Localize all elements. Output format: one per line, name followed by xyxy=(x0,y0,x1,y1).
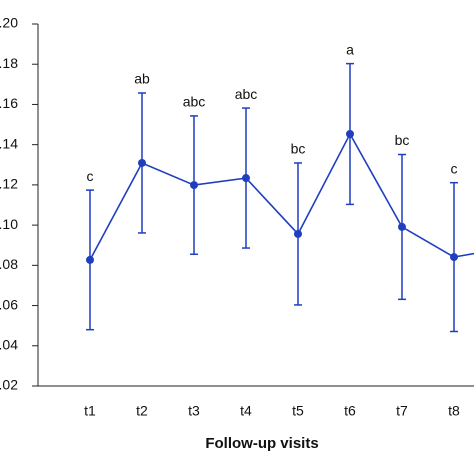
point xyxy=(346,130,354,139)
x-tick-label: t2 xyxy=(136,403,148,419)
x-tick-label: t6 xyxy=(344,403,356,419)
x-axis-label: Follow-up visits xyxy=(205,435,318,452)
y-tick-label: .16 xyxy=(0,95,18,111)
x-tick-label: t3 xyxy=(188,403,200,419)
y-tick-label: .08 xyxy=(0,256,18,272)
y-tick-label: .20 xyxy=(0,15,18,31)
y-tick-label: .04 xyxy=(0,336,18,352)
significance-letter: bc xyxy=(291,141,306,157)
significance-letter: c xyxy=(451,160,458,176)
y-tick-label: .06 xyxy=(0,296,18,312)
x-tick-label: t1 xyxy=(84,403,96,419)
significance-letter: c xyxy=(87,168,94,184)
x-tick-label: t5 xyxy=(292,403,304,419)
y-tick-label: .02 xyxy=(0,377,18,393)
y-tick-label: .12 xyxy=(0,176,18,192)
point xyxy=(242,174,250,183)
point xyxy=(294,229,302,238)
y-tick-label: .10 xyxy=(0,216,18,232)
significance-letter: ab xyxy=(134,71,150,87)
point xyxy=(138,158,146,167)
significance-letter: bc xyxy=(395,132,410,148)
point xyxy=(86,255,94,264)
x-tick-label: t4 xyxy=(240,403,252,419)
point xyxy=(398,222,406,231)
point xyxy=(450,253,458,262)
significance-letter: abc xyxy=(235,86,258,102)
x-tick-label: t7 xyxy=(396,403,408,419)
significance-letter: abc xyxy=(183,94,206,110)
y-tick-label: .14 xyxy=(0,135,18,151)
line xyxy=(89,132,474,261)
y-tick-label: .18 xyxy=(0,55,18,71)
point xyxy=(190,181,198,190)
significance-letter: a xyxy=(346,41,354,57)
x-tick-label: t8 xyxy=(448,403,460,419)
